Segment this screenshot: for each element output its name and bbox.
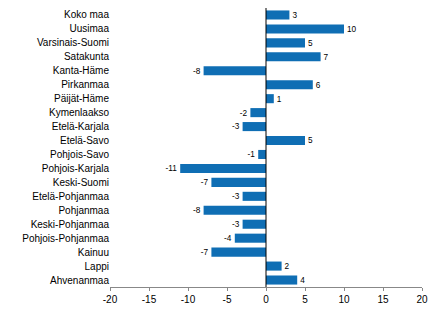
- svg-text:6: 6: [316, 81, 321, 90]
- svg-text:Etelä-Pohjanmaa: Etelä-Pohjanmaa: [32, 191, 109, 202]
- svg-text:-3: -3: [232, 122, 240, 131]
- svg-text:5: 5: [308, 39, 313, 48]
- svg-text:10: 10: [338, 294, 350, 305]
- svg-text:Kanta-Häme: Kanta-Häme: [53, 65, 110, 76]
- svg-text:Etelä-Karjala: Etelä-Karjala: [52, 121, 110, 132]
- svg-text:1: 1: [277, 95, 282, 104]
- svg-text:-8: -8: [193, 206, 201, 215]
- svg-text:Etelä-Savo: Etelä-Savo: [60, 135, 109, 146]
- svg-text:7: 7: [324, 53, 329, 62]
- svg-text:3: 3: [292, 11, 297, 20]
- svg-text:Keski-Suomi: Keski-Suomi: [53, 177, 109, 188]
- svg-text:-20: -20: [103, 294, 118, 305]
- svg-text:Kainuu: Kainuu: [78, 247, 109, 258]
- svg-text:Kymenlaakso: Kymenlaakso: [49, 107, 109, 118]
- svg-text:Varsinais-Suomi: Varsinais-Suomi: [37, 37, 109, 48]
- svg-text:Päijät-Häme: Päijät-Häme: [54, 93, 109, 104]
- svg-text:-3: -3: [232, 192, 240, 201]
- svg-text:5: 5: [302, 294, 308, 305]
- svg-text:Ahvenanmaa: Ahvenanmaa: [50, 275, 109, 286]
- svg-text:-15: -15: [142, 294, 157, 305]
- svg-text:Satakunta: Satakunta: [64, 51, 109, 62]
- svg-text:-4: -4: [224, 234, 232, 243]
- svg-text:-2: -2: [240, 109, 248, 118]
- svg-text:Pirkanmaa: Pirkanmaa: [61, 79, 109, 90]
- svg-text:Pohjois-Karjala: Pohjois-Karjala: [42, 163, 110, 174]
- svg-text:Keski-Pohjanmaa: Keski-Pohjanmaa: [31, 219, 110, 230]
- svg-text:Lappi: Lappi: [85, 261, 109, 272]
- svg-text:Uusimaa: Uusimaa: [70, 23, 110, 34]
- svg-text:Pohjois-Savo: Pohjois-Savo: [50, 149, 109, 160]
- svg-text:Pohjanmaa: Pohjanmaa: [58, 205, 109, 216]
- svg-text:0: 0: [263, 294, 269, 305]
- svg-text:20: 20: [416, 294, 428, 305]
- svg-text:Koko maa: Koko maa: [64, 9, 109, 20]
- svg-text:5: 5: [308, 136, 313, 145]
- svg-text:-3: -3: [232, 220, 240, 229]
- svg-text:-11: -11: [166, 164, 178, 173]
- svg-text:-8: -8: [193, 67, 201, 76]
- svg-text:-5: -5: [223, 294, 232, 305]
- svg-text:4: 4: [300, 276, 305, 285]
- svg-text:2: 2: [285, 262, 290, 271]
- svg-text:-10: -10: [181, 294, 196, 305]
- svg-text:Pohjois-Pohjanmaa: Pohjois-Pohjanmaa: [22, 233, 109, 244]
- svg-text:-1: -1: [248, 150, 256, 159]
- svg-text:15: 15: [377, 294, 389, 305]
- svg-text:-7: -7: [201, 178, 209, 187]
- svg-text:-7: -7: [201, 248, 209, 257]
- svg-text:10: 10: [347, 25, 357, 34]
